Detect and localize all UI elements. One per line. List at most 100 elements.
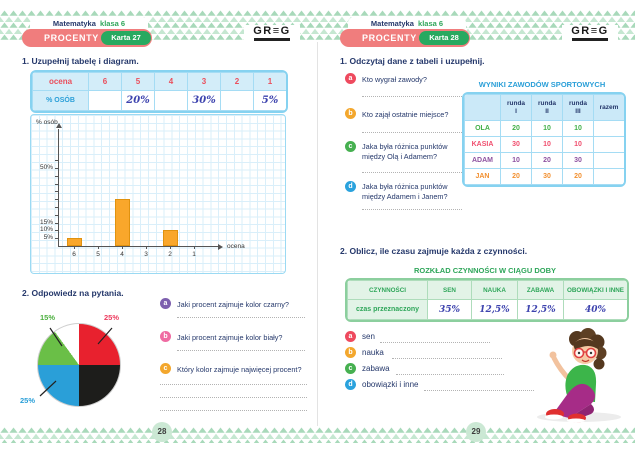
exercise-text: Odczytaj dane z tabeli i uzupełnij. (349, 56, 485, 66)
bar-chart-plot: % osób ocena 5% 10% 15% 50% 6 5 4 3 2 1 (31, 115, 285, 273)
question-b-text: Kto zajął ostatnie miejsce? (362, 110, 449, 119)
y-tick-label: 50% (39, 164, 53, 171)
score-cell: 10 (500, 152, 532, 169)
y-tick-label: 5% (43, 234, 53, 242)
score-cell: 10 (562, 120, 594, 137)
results-table: runda I runda II runda III razem OLA (462, 92, 626, 187)
results-row-kasia: KASIA 30 10 10 (464, 136, 624, 153)
score-cell: 30 (500, 136, 532, 153)
x-tick (170, 246, 171, 249)
question-b-text: Jaki procent zajmuje kolor biały? (177, 333, 283, 342)
x-tick (146, 246, 147, 249)
round-1-header: runda I (500, 94, 532, 121)
y-tick (55, 238, 58, 240)
left-page: Matematyka klasa 6 PROCENTY Karta 27 GR≡… (0, 0, 317, 449)
exercise-2-title: 2. Odpowiedz na pytania. (22, 288, 124, 298)
topic-label: PROCENTY (362, 33, 417, 43)
answer-line (177, 316, 305, 318)
percent-cell (88, 90, 122, 111)
question-b-badge: b (345, 108, 356, 119)
grade-col: 3 (187, 72, 221, 91)
y-axis (58, 129, 59, 247)
grade-col: 2 (220, 72, 254, 91)
y-axis-arrow (55, 123, 62, 128)
y-tick (55, 207, 58, 208)
question-b-badge: b (160, 331, 171, 342)
item-d-badge: d (345, 379, 356, 390)
score-cell: 20 (562, 168, 594, 185)
results-table-title: WYNIKI ZAWODÓW SPORTOWYCH (478, 80, 606, 89)
question-d-badge: d (345, 181, 356, 192)
publisher-logo: GR≡G (244, 25, 300, 45)
y-tick (55, 160, 58, 162)
item-b-label: nauka (362, 348, 384, 357)
subject-label: Matematyka (52, 19, 96, 28)
answer-line (396, 373, 504, 375)
results-row-ola: OLA 20 10 10 (464, 120, 624, 137)
sitting-girl-illustration (537, 328, 621, 423)
item-d-label: obowiązki i inne (362, 380, 419, 389)
topic-label: PROCENTY (44, 33, 99, 43)
pie-label-blue: 25% (20, 396, 36, 405)
logo-text: GR≡G (253, 25, 291, 37)
time-percent-cell: 35% (427, 299, 472, 320)
x-tick-label: 4 (120, 251, 124, 258)
answer-line (160, 383, 307, 385)
question-c-badge: c (160, 363, 171, 374)
exercise-2-title: 2. Oblicz, ile czasu zajmuje każda z czy… (340, 246, 527, 256)
x-axis-arrow (218, 243, 223, 250)
y-tick-label: 10% (39, 226, 53, 234)
answer-line (392, 357, 502, 359)
question-d-text: Jaka była różnica punktów między Adamem … (362, 182, 448, 201)
grades-header-label: ocena (32, 72, 89, 91)
exercise-1-title: 1. Uzupełnij tabelę i diagram. (22, 56, 139, 66)
exercise-1-title: 1. Odczytaj dane z tabeli i uzupełnij. (340, 56, 485, 66)
page-number-right: 29 (466, 422, 486, 442)
question-c-badge: c (345, 141, 356, 152)
logo-tagline-bar (572, 38, 608, 41)
y-axis-title: % osób (36, 119, 58, 126)
bar (114, 199, 130, 246)
x-tick-label: 2 (168, 251, 172, 258)
time-row-label: czas przeznaczony (347, 299, 428, 320)
bar (66, 238, 82, 246)
x-tick-label: 5 (96, 251, 100, 258)
item-a-badge: a (345, 331, 356, 342)
answer-line (362, 95, 462, 97)
x-tick (98, 246, 99, 249)
results-row-adam: ADAM 10 20 30 (464, 152, 624, 169)
question-c-text: Jaka była różnica punktów między Olą i A… (362, 142, 448, 161)
sleep-header: SEN (427, 280, 472, 300)
score-cell: 20 (500, 168, 532, 185)
exercise-number: 1. (22, 56, 30, 66)
pie-leader-lines (39, 327, 113, 397)
total-header: razem (593, 94, 624, 121)
y-tick (55, 183, 58, 185)
x-tick-label: 3 (144, 251, 148, 258)
time-percent-cell: 12,5% (517, 299, 564, 320)
play-header: ZABAWA (517, 280, 564, 300)
y-tick (55, 191, 58, 193)
athlete-name: ADAM (464, 152, 501, 169)
card-label: Karta 28 (429, 33, 459, 42)
schedule-table-title: ROZKŁAD CZYNNOŚCI W CIĄGU DOBY (413, 266, 557, 275)
total-cell (593, 152, 624, 169)
y-tick (55, 199, 58, 201)
grade-col: 5 (121, 72, 155, 91)
pie-label-red: 25% (104, 313, 120, 322)
total-cell (593, 168, 624, 185)
bar (162, 230, 178, 246)
card-pill: Karta 28 (419, 31, 469, 45)
round-3-header: runda III (562, 94, 594, 121)
exercise-text: Uzupełnij tabelę i diagram. (31, 56, 139, 66)
question-a-badge: a (345, 73, 356, 84)
answer-line (380, 341, 490, 343)
grade-label: klasa 6 (100, 19, 126, 28)
athlete-name: KASIA (464, 136, 501, 153)
answer-line (424, 389, 534, 391)
duties-header: OBOWIĄZKI I INNE (563, 280, 627, 300)
exercise-number: 2. (22, 288, 30, 298)
results-corner-cell (464, 94, 501, 121)
grade-col: 4 (154, 72, 188, 91)
